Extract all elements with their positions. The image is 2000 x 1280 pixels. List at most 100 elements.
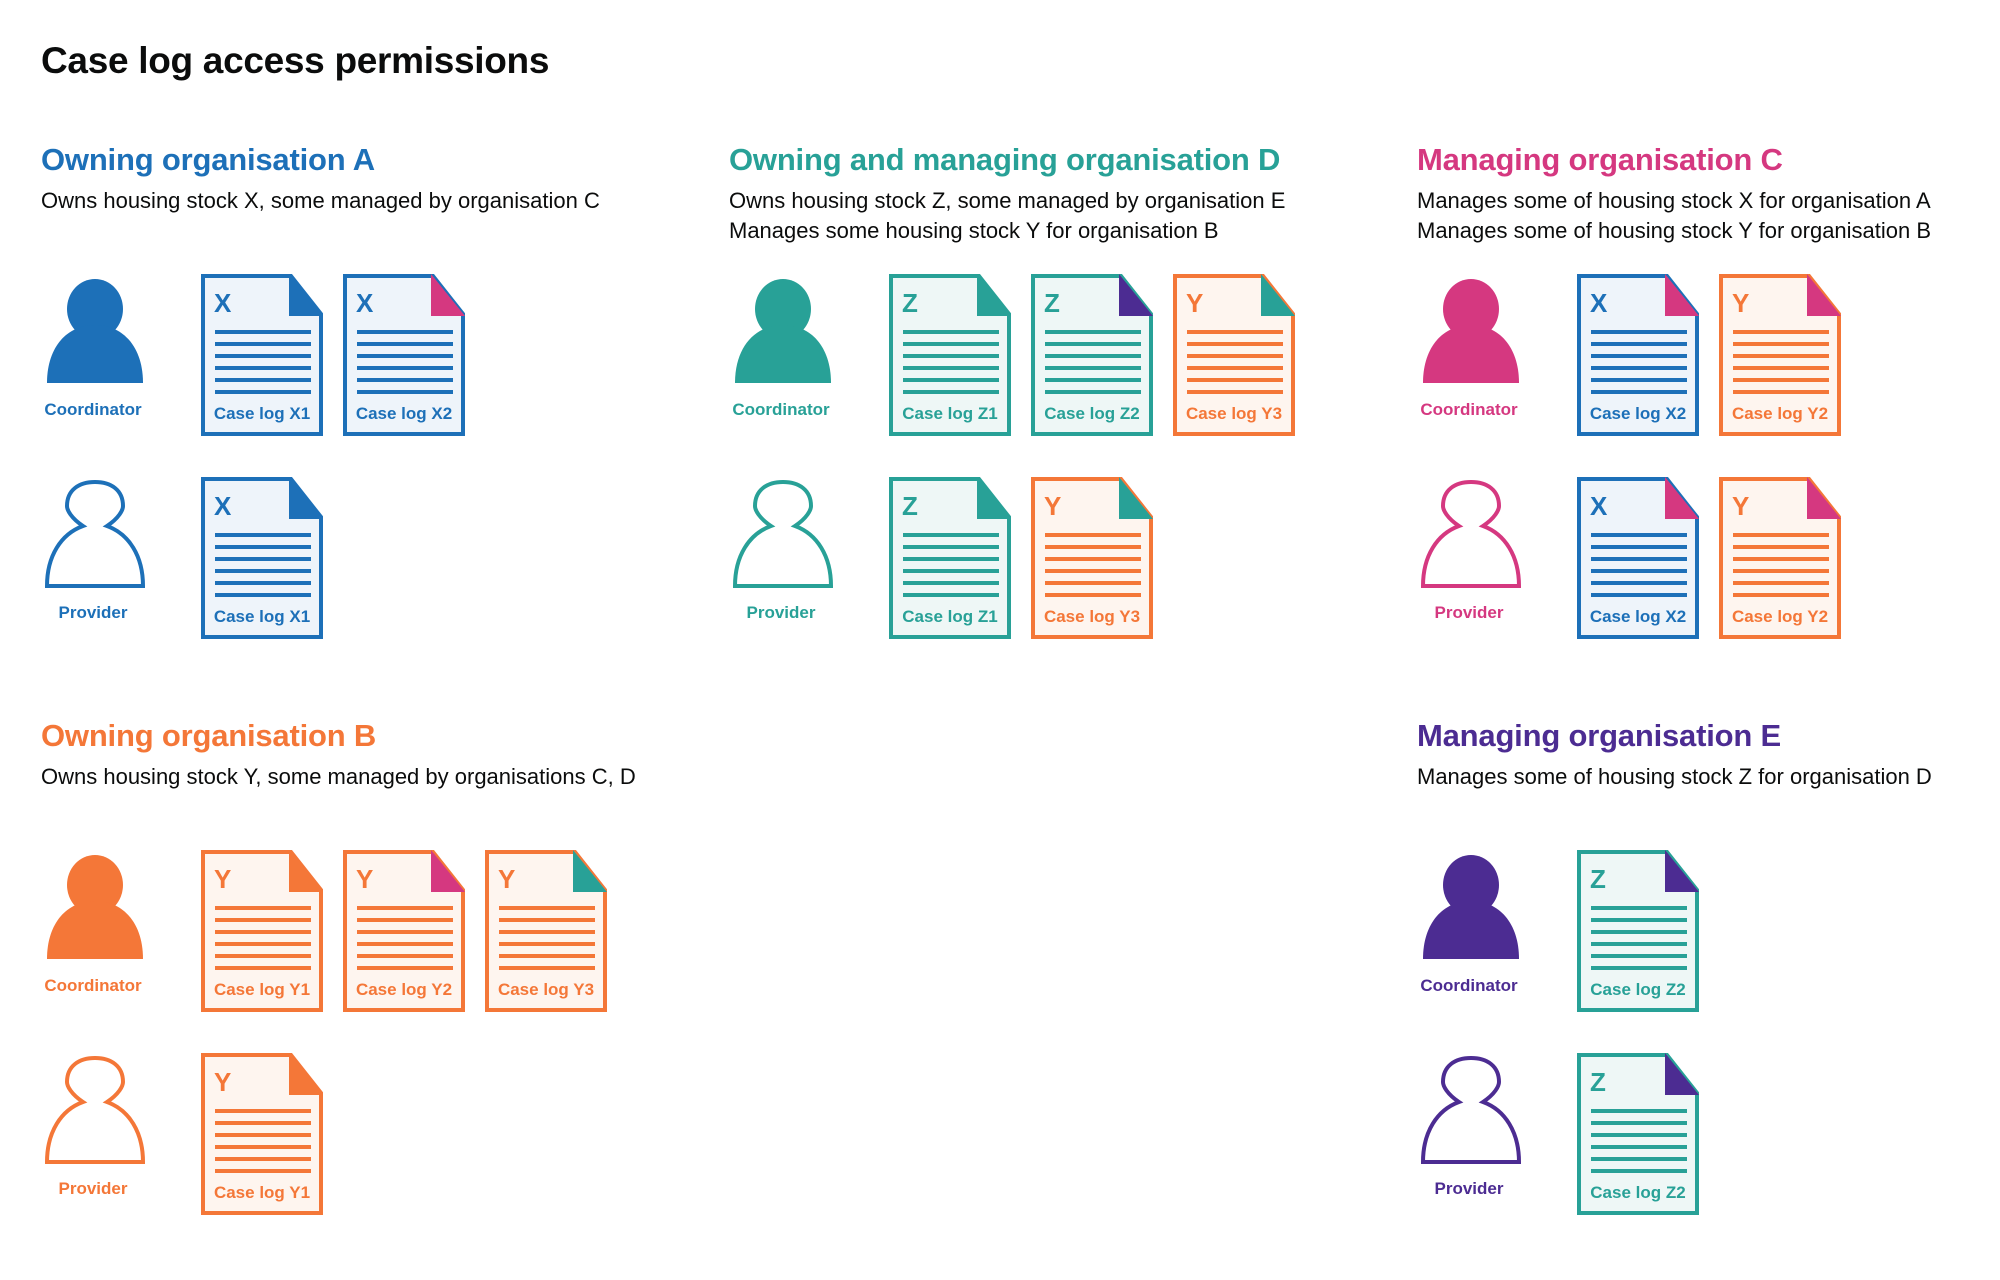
stock-letter: Y bbox=[214, 864, 231, 894]
case-log-document: Y Case log Y3 bbox=[1173, 274, 1295, 436]
org-description: Manages some of housing stock Z for orga… bbox=[1417, 762, 1932, 792]
case-log-label: Case log X1 bbox=[214, 607, 310, 626]
stock-letter: Y bbox=[1044, 491, 1061, 521]
role-label: Coordinator bbox=[44, 976, 142, 995]
role-label: Coordinator bbox=[44, 400, 142, 419]
case-log-document: Z Case log Z2 bbox=[1031, 274, 1153, 436]
role-label: Coordinator bbox=[732, 400, 830, 419]
person-filled-icon bbox=[729, 274, 837, 389]
role-row-coordinator: Coordinator X Case log X1 X Case log X2 bbox=[41, 274, 681, 439]
case-log-label: Case log Z2 bbox=[1590, 980, 1685, 999]
case-log-document: Y Case log Y2 bbox=[1719, 477, 1841, 639]
role-label: Coordinator bbox=[1420, 400, 1518, 419]
org-description: Owns housing stock Z, some managed by or… bbox=[729, 186, 1285, 246]
role-row-coordinator: Coordinator X Case log X2 Y Case log Y2 bbox=[1417, 274, 2000, 439]
description-line: Manages some of housing stock Z for orga… bbox=[1417, 764, 1932, 789]
stock-letter: X bbox=[1590, 288, 1608, 318]
case-log-label: Case log X2 bbox=[1590, 404, 1686, 423]
role-label: Provider bbox=[58, 1179, 128, 1198]
case-log-document: Y Case log Y3 bbox=[1031, 477, 1153, 639]
case-log-label: Case log Y3 bbox=[1186, 404, 1282, 423]
role-label: Provider bbox=[58, 603, 128, 622]
description-line: Owns housing stock X, some managed by or… bbox=[41, 188, 600, 213]
role-row-coordinator: Coordinator Z Case log Z1 Z Case log Z2 Y Case… bbox=[729, 274, 1369, 439]
stock-letter: X bbox=[214, 288, 232, 318]
stock-letter: X bbox=[214, 491, 232, 521]
case-log-label: Case log X2 bbox=[356, 404, 452, 423]
case-log-document: X Case log X2 bbox=[1577, 274, 1699, 436]
role-row-provider: Provider Z Case log Z1 Y Case log Y3 bbox=[729, 477, 1369, 642]
case-log-document: X Case log X1 bbox=[201, 477, 323, 639]
case-log-label: Case log Y2 bbox=[1732, 607, 1828, 626]
role-label: Coordinator bbox=[1420, 976, 1518, 995]
document-corner-fold bbox=[1119, 274, 1153, 316]
document-corner-fold bbox=[1807, 477, 1841, 519]
person-filled-icon bbox=[1417, 850, 1525, 965]
role-label: Provider bbox=[1434, 603, 1504, 622]
document-corner-fold bbox=[431, 850, 465, 892]
role-row-coordinator: Coordinator Y Case log Y1 Y Case log Y2 Y Case… bbox=[41, 850, 681, 1015]
case-log-document: Z Case log Z1 bbox=[889, 477, 1011, 639]
stock-letter: Z bbox=[1590, 864, 1606, 894]
org-title: Owning organisation A bbox=[41, 142, 375, 177]
role-row-provider: Provider X Case log X2 Y Case log Y2 bbox=[1417, 477, 2000, 642]
case-log-document: X Case log X1 bbox=[201, 274, 323, 436]
document-corner-fold bbox=[1807, 274, 1841, 316]
role-row-provider: Provider X Case log X1 bbox=[41, 477, 681, 642]
org-section: Managing organisation E Manages some of h… bbox=[1417, 716, 1932, 1215]
stock-letter: Y bbox=[356, 864, 373, 894]
case-log-label: Case log X2 bbox=[1590, 607, 1686, 626]
case-log-label: Case log Z1 bbox=[902, 404, 997, 423]
role-row-coordinator: Coordinator Z Case log Z2 bbox=[1417, 850, 2000, 1015]
role-label: Provider bbox=[1434, 1179, 1504, 1198]
stock-letter: Z bbox=[902, 288, 918, 318]
stock-letter: X bbox=[1590, 491, 1608, 521]
role-label: Provider bbox=[746, 603, 816, 622]
document-corner-fold bbox=[289, 850, 323, 892]
case-log-label: Case log Y3 bbox=[498, 980, 594, 999]
case-log-document: Y Case log Y1 bbox=[201, 1053, 323, 1215]
role-row-provider: Provider Y Case log Y1 bbox=[41, 1053, 681, 1218]
person-outline-icon bbox=[41, 477, 149, 592]
person-filled-icon bbox=[41, 274, 149, 389]
document-corner-fold bbox=[977, 274, 1011, 316]
document-corner-fold bbox=[573, 850, 607, 892]
document-corner-fold bbox=[1665, 1053, 1699, 1095]
person-filled-icon bbox=[41, 850, 149, 965]
case-log-document: X Case log X2 bbox=[343, 274, 465, 436]
stock-letter: Y bbox=[1732, 288, 1749, 318]
stock-letter: X bbox=[356, 288, 374, 318]
case-log-document: Z Case log Z2 bbox=[1577, 1053, 1699, 1215]
page-title: Case log access permissions bbox=[41, 40, 550, 81]
description-line: Manages some housing stock Y for organis… bbox=[729, 218, 1219, 243]
person-outline-icon bbox=[1417, 477, 1525, 592]
case-log-label: Case log Z2 bbox=[1590, 1183, 1685, 1202]
description-line: Manages some of housing stock X for orga… bbox=[1417, 188, 1931, 213]
case-log-document: Y Case log Y2 bbox=[343, 850, 465, 1012]
org-section: Owning and managing organisation D Owns h… bbox=[729, 140, 1295, 639]
org-description: Owns housing stock X, some managed by or… bbox=[41, 186, 600, 216]
description-line: Owns housing stock Y, some managed by or… bbox=[41, 764, 636, 789]
org-section: Managing organisation C Manages some of h… bbox=[1417, 140, 1932, 639]
stock-letter: Z bbox=[1044, 288, 1060, 318]
case-log-document: Y Case log Y1 bbox=[201, 850, 323, 1012]
description-line: Manages some of housing stock Y for orga… bbox=[1417, 218, 1932, 243]
case-log-label: Case log Y3 bbox=[1044, 607, 1140, 626]
stock-letter: Z bbox=[1590, 1067, 1606, 1097]
person-outline-icon bbox=[729, 477, 837, 592]
document-corner-fold bbox=[1665, 274, 1699, 316]
case-log-document: X Case log X2 bbox=[1577, 477, 1699, 639]
stock-letter: Y bbox=[498, 864, 515, 894]
document-corner-fold bbox=[289, 477, 323, 519]
document-corner-fold bbox=[977, 477, 1011, 519]
case-log-label: Case log Z1 bbox=[902, 607, 997, 626]
case-log-label: Case log Y2 bbox=[356, 980, 452, 999]
stock-letter: Y bbox=[1186, 288, 1203, 318]
org-title: Managing organisation E bbox=[1417, 718, 1781, 753]
org-section: Owning organisation B Owns housing stock … bbox=[41, 716, 636, 1215]
document-corner-fold bbox=[1261, 274, 1295, 316]
case-log-document: Y Case log Y2 bbox=[1719, 274, 1841, 436]
org-title: Owning organisation B bbox=[41, 718, 377, 753]
case-log-document: Y Case log Y3 bbox=[485, 850, 607, 1012]
stock-letter: Y bbox=[214, 1067, 231, 1097]
